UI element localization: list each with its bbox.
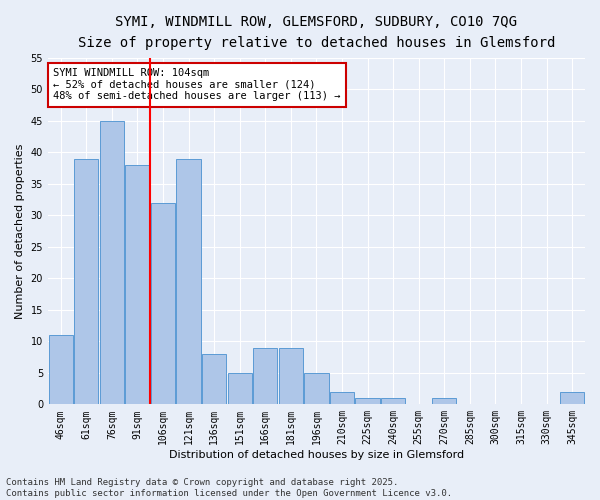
Bar <box>432 398 457 404</box>
Text: Contains HM Land Registry data © Crown copyright and database right 2025.
Contai: Contains HM Land Registry data © Crown c… <box>6 478 452 498</box>
Bar <box>253 348 277 405</box>
Bar <box>355 398 380 404</box>
Bar <box>74 158 98 404</box>
Bar <box>202 354 226 405</box>
Bar <box>279 348 303 405</box>
Bar <box>100 120 124 405</box>
Bar <box>381 398 406 404</box>
Title: SYMI, WINDMILL ROW, GLEMSFORD, SUDBURY, CO10 7QG
Size of property relative to de: SYMI, WINDMILL ROW, GLEMSFORD, SUDBURY, … <box>78 15 555 50</box>
Bar <box>304 373 329 404</box>
Bar <box>176 158 201 404</box>
Y-axis label: Number of detached properties: Number of detached properties <box>15 144 25 318</box>
Bar <box>560 392 584 404</box>
Bar <box>151 202 175 404</box>
Bar <box>227 373 252 404</box>
Text: SYMI WINDMILL ROW: 104sqm
← 52% of detached houses are smaller (124)
48% of semi: SYMI WINDMILL ROW: 104sqm ← 52% of detac… <box>53 68 341 102</box>
Bar <box>49 335 73 404</box>
X-axis label: Distribution of detached houses by size in Glemsford: Distribution of detached houses by size … <box>169 450 464 460</box>
Bar <box>125 165 149 404</box>
Bar <box>330 392 354 404</box>
